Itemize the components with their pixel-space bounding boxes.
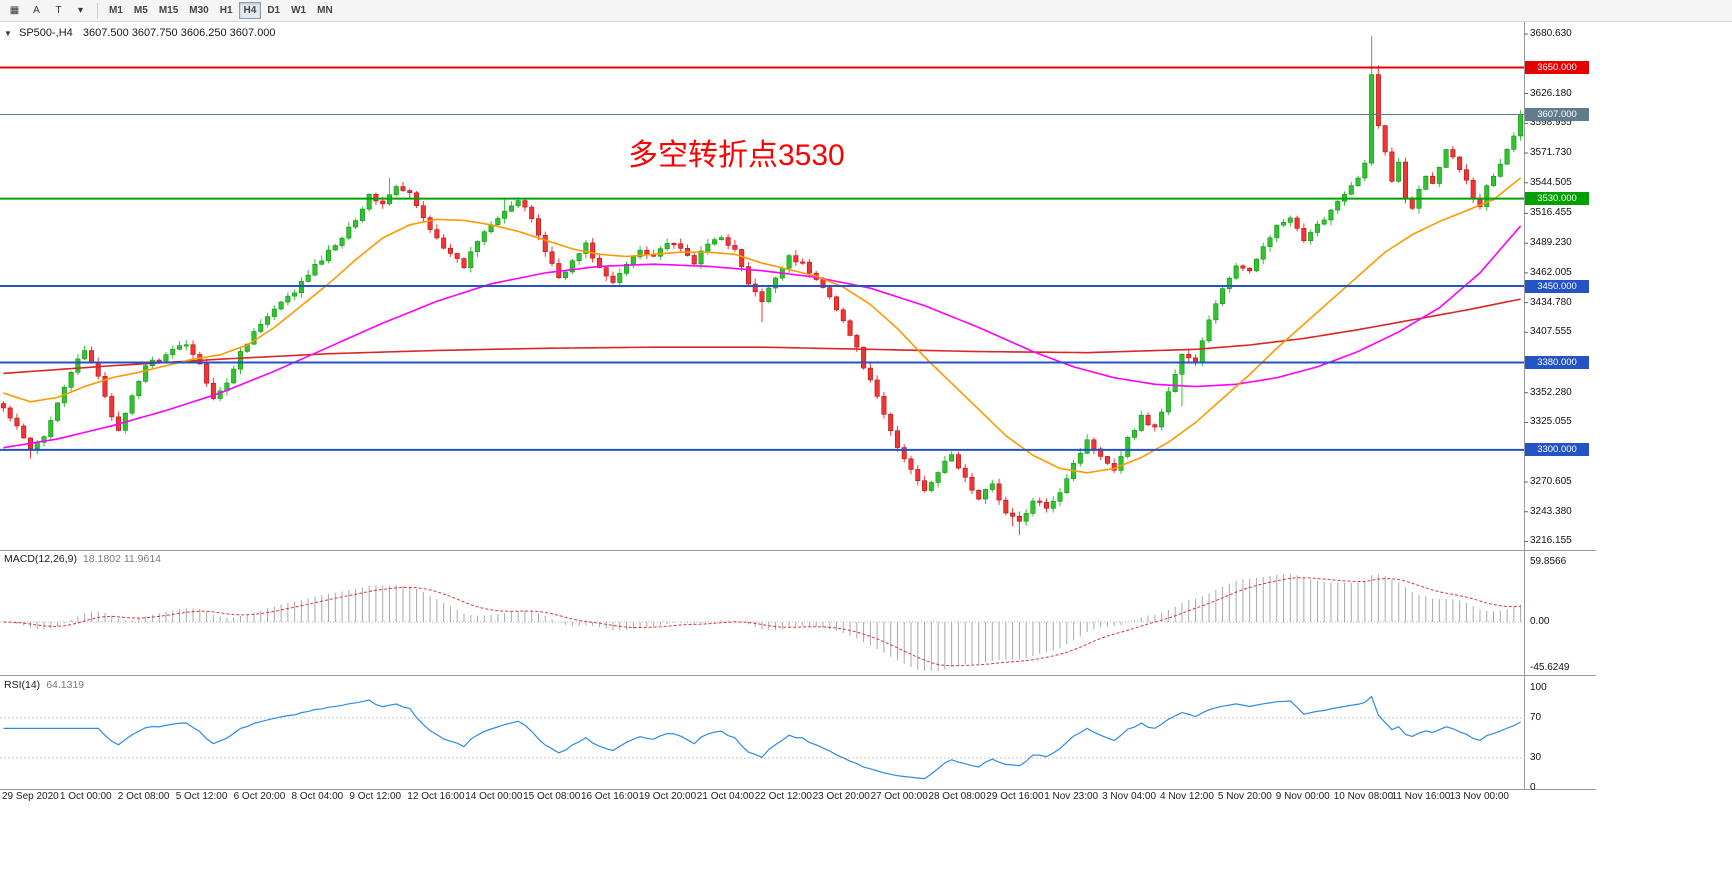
time-axis-label: 4 Nov 12:00: [1160, 791, 1214, 802]
time-axis-label: 16 Oct 16:00: [581, 791, 639, 802]
moving-average-magenta: [3, 225, 1522, 449]
panel-borders: [0, 22, 1596, 790]
rsi-line: [3, 695, 1521, 780]
price-level-badge: 3450.000: [1525, 279, 1589, 293]
time-axis-label: 27 Oct 00:00: [870, 791, 928, 802]
time-axis-label: 2 Oct 08:00: [117, 791, 170, 802]
time-axis-label: 3 Nov 04:00: [1102, 791, 1157, 802]
timeframe-m1-button[interactable]: M1: [109, 5, 123, 16]
rsi-name: RSI(14): [4, 679, 41, 691]
time-axis-label: 12 Oct 16:00: [407, 791, 465, 802]
price-tick-label: 3489.230: [1530, 237, 1572, 249]
price-tick-label: 3598.955: [1530, 117, 1572, 129]
price-level-badge: 3380.000: [1525, 355, 1589, 369]
chart-window-icon[interactable]: ▦: [9, 5, 20, 16]
chart-annotation-text[interactable]: 多空转折点3530: [628, 139, 845, 172]
time-axis-label: 5 Oct 12:00: [175, 791, 228, 802]
price-tick-label: 3243.380: [1530, 505, 1572, 517]
time-axis-label: 9 Nov 00:00: [1275, 791, 1330, 802]
price-level-badge: 3530.000: [1525, 192, 1589, 206]
toolbar-separator: [97, 2, 98, 19]
price-tick-label: 3270.605: [1530, 475, 1572, 487]
timeframe-mn-button[interactable]: MN: [317, 5, 333, 16]
price-tick-marks: [1524, 33, 1528, 542]
timeframe-toolbar: M1 M5 M15 M30 H1 H4 D1 W1 MN: [104, 2, 338, 19]
macd-axis-label: 0.00: [1530, 616, 1550, 627]
price-tick-label: 3352.280: [1530, 386, 1572, 398]
macd-histogram: [9, 574, 1522, 671]
time-axis-label: 11 Nov 16:00: [1391, 791, 1451, 802]
time-axis-label: 9 Oct 12:00: [349, 791, 402, 802]
timeframe-h4-button[interactable]: H4: [238, 2, 262, 19]
price-tick-label: 3325.055: [1530, 416, 1572, 428]
price-tick-label: 3544.505: [1530, 176, 1572, 188]
collapse-arrow-icon[interactable]: ▼: [4, 29, 12, 38]
rsi-axis-label: 100: [1530, 682, 1547, 693]
toolbar: ▦ A T ▾ M1 M5 M15 M30 H1 H4 D1 W1 MN: [0, 0, 1732, 22]
chart-title-bar: ▼ SP500-,H4 3607.500 3607.750 3606.250 3…: [4, 27, 276, 39]
time-axis-label: 13 Nov 00:00: [1449, 791, 1510, 802]
time-axis-label: 22 Oct 12:00: [754, 791, 812, 802]
time-axis-label: 14 Oct 00:00: [465, 791, 523, 802]
price-tick-label: 3434.780: [1530, 296, 1572, 308]
drawing-tools-group: ▦ A T ▾: [4, 2, 91, 19]
horizontal-level-lines: [0, 66, 1524, 451]
time-axis-label: 29 Oct 16:00: [986, 791, 1044, 802]
time-axis-label: 28 Oct 08:00: [928, 791, 986, 802]
rsi-value: 64.1319: [46, 679, 85, 691]
time-axis-label: 5 Nov 20:00: [1217, 791, 1272, 802]
annotation-a-icon[interactable]: A: [33, 5, 40, 16]
price-tick-label: 3462.005: [1530, 266, 1572, 278]
moving-average-red: [3, 298, 1521, 375]
timeframe-h1-button[interactable]: H1: [219, 5, 233, 16]
current-price-badge: 3607.000: [1525, 107, 1589, 121]
time-axis-label: 29 Sep 2020: [2, 791, 59, 802]
time-axis-label: 15 Oct 08:00: [523, 791, 581, 802]
price-tick-label: 3680.630: [1530, 28, 1572, 40]
price-tick-label: 3571.730: [1530, 147, 1572, 159]
candlesticks: [0, 35, 1524, 536]
moving-average-orange: [3, 177, 1522, 474]
time-axis-label: 6 Oct 20:00: [233, 791, 286, 802]
price-level-badge: 3650.000: [1525, 61, 1589, 74]
price-tick-label: 3216.155: [1530, 535, 1572, 547]
tools-dropdown-icon[interactable]: ▾: [77, 5, 84, 16]
timeframe-d1-button[interactable]: D1: [267, 5, 281, 16]
price-tick-label: 3407.555: [1530, 326, 1572, 338]
rsi-axis-label: 30: [1530, 752, 1542, 763]
time-axis-label: 19 Oct 20:00: [638, 791, 697, 802]
ohlc-readout: 3607.500 3607.750 3606.250 3607.000: [82, 27, 276, 39]
price-tick-label: 3626.180: [1530, 87, 1572, 99]
time-axis-label: 8 Oct 04:00: [291, 791, 344, 802]
timeframe-w1-button[interactable]: W1: [291, 5, 307, 16]
time-axis-label: 1 Oct 00:00: [59, 791, 112, 802]
price-level-badge: 3300.000: [1525, 443, 1589, 457]
timeframe-m5-button[interactable]: M5: [133, 5, 148, 16]
time-axis-label: 23 Oct 20:00: [812, 791, 870, 802]
time-axis-label: 10 Nov 08:00: [1333, 791, 1394, 802]
symbol-period-label: SP500-,H4: [18, 27, 73, 39]
timeframe-m30-button[interactable]: M30: [189, 5, 209, 16]
text-tool-icon[interactable]: T: [55, 5, 62, 16]
time-axis-label: 21 Oct 04:00: [696, 791, 755, 802]
macd-axis-label: 59.8566: [1530, 556, 1567, 568]
rsi-level-lines: [0, 717, 1524, 759]
rsi-axis-label: 70: [1530, 712, 1542, 723]
rsi-axis-label: 0: [1530, 782, 1536, 793]
macd-name: MACD(12,26,9): [4, 553, 77, 565]
price-tick-label: 3516.455: [1530, 207, 1572, 219]
timeframe-m15-button[interactable]: M15: [158, 5, 179, 16]
macd-axis-label: -45.6249: [1530, 661, 1570, 673]
macd-indicator-label: MACD(12,26,9) 18.1802 11.9614: [4, 553, 161, 565]
time-axis-label: 1 Nov 23:00: [1044, 791, 1099, 802]
rsi-indicator-label: RSI(14) 64.1319: [4, 679, 84, 691]
macd-values: 18.1802 11.9614: [82, 553, 162, 565]
